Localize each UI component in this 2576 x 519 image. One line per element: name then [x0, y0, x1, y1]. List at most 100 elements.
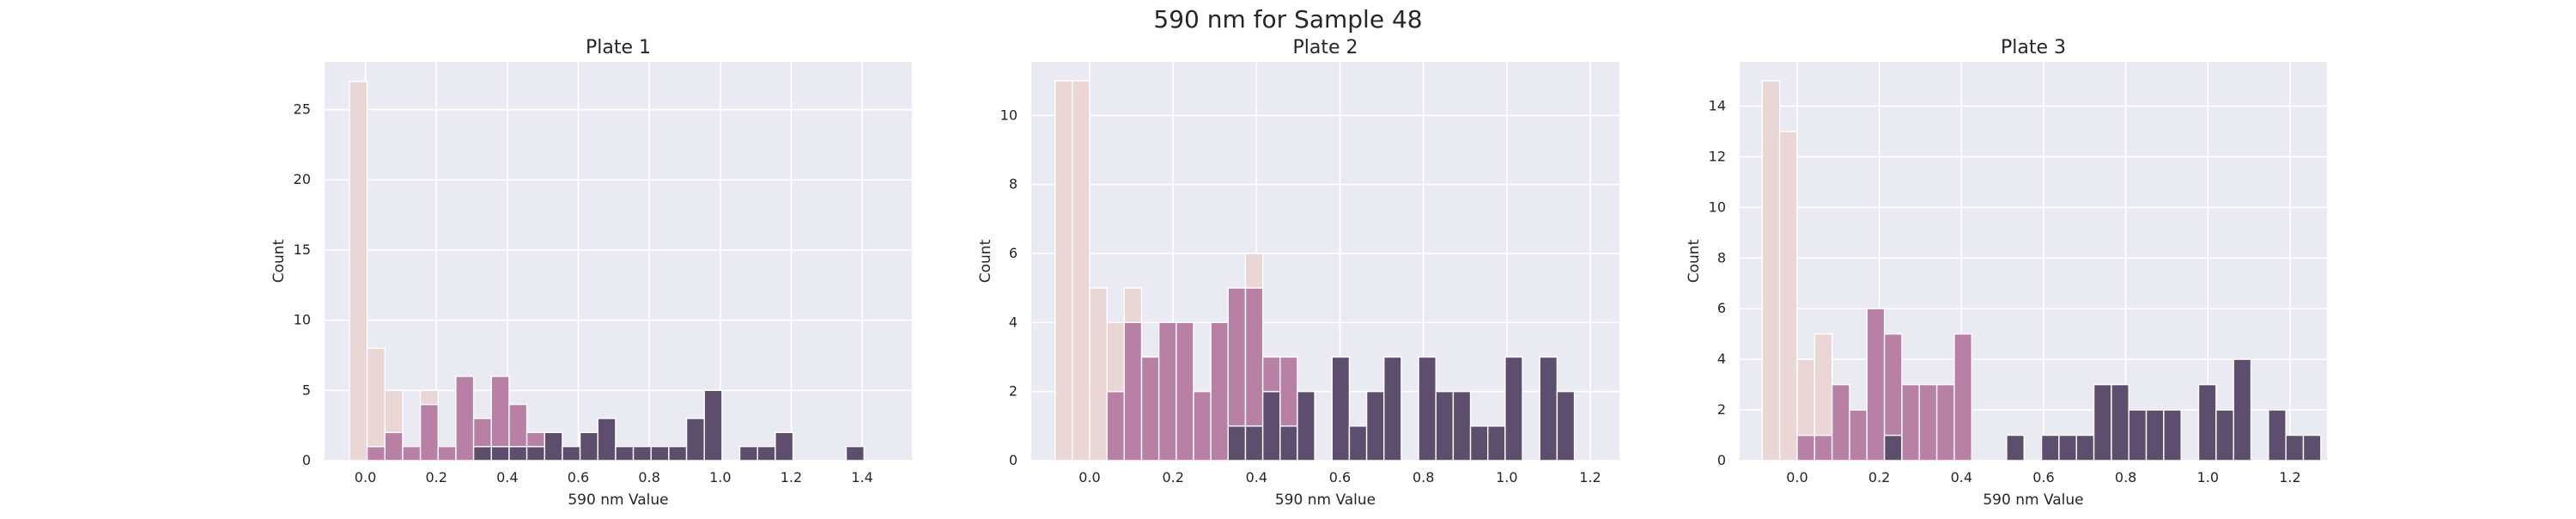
plate-3-bar: [2093, 383, 2112, 461]
plate-3-bar: [2302, 434, 2322, 461]
plate-3-bar: [1761, 80, 1781, 461]
plate-1-xtick-label: 0.2: [425, 469, 447, 485]
plate-3-bar: [2197, 383, 2217, 461]
plate-1-bar: [472, 418, 492, 448]
plate-3-xtick-label: 0.0: [1786, 469, 1807, 485]
plate-3-bar: [2268, 409, 2287, 461]
plate-1-ytick-label: 25: [294, 101, 311, 118]
plate-3-bar: [1953, 333, 1972, 461]
plate-3-ytick-label: 8: [1717, 249, 1726, 266]
plate-2-bar: [1556, 390, 1576, 461]
plate-1-bar: [490, 445, 510, 461]
plate-2-bar: [1297, 390, 1315, 461]
plate-1-bar: [366, 347, 386, 448]
plate-1-xtick-label: 1.4: [851, 469, 872, 485]
plate-1-bar: [384, 431, 404, 461]
plate-1-bar: [455, 376, 475, 461]
plate-3-bar: [2128, 409, 2148, 461]
plate-3-xtick-label: 1.2: [2279, 469, 2300, 485]
plate-1-ytick-label: 0: [302, 452, 311, 468]
plate-1-xtick-label: 1.0: [709, 469, 731, 485]
plate-1-bar: [490, 376, 510, 448]
plate-3-ylabel: Count: [1686, 239, 1703, 283]
plate-3-bar: [1935, 383, 1955, 461]
plate-2-bar: [1469, 425, 1489, 461]
plate-3-bar: [2285, 434, 2305, 461]
plate-2-ytick-label: 10: [1000, 107, 1018, 123]
plate-3-xlabel: 590 nm Value: [1983, 492, 2083, 509]
plate-2-xlabel: 590 nm Value: [1275, 492, 1376, 509]
plate-1-bars: [349, 81, 865, 461]
plate-1-ytick-label: 5: [302, 382, 311, 398]
plate-1-xtick-label: 0.4: [496, 469, 518, 485]
plate-2-bar: [1487, 425, 1506, 461]
plate-1-xtick-label: 0.0: [355, 469, 376, 485]
plate-1-bar: [402, 445, 422, 461]
plate-2-xtick-label: 0.2: [1162, 469, 1183, 485]
plate-2-xtick-label: 0.6: [1329, 469, 1351, 485]
plate-2-bar: [1365, 390, 1385, 461]
plate-2-bar: [1123, 321, 1143, 461]
plate-2-ytick-label: 4: [1009, 314, 1018, 330]
plate-1-bar: [703, 389, 723, 461]
plate-2-bar: [1106, 390, 1126, 461]
plate-2-xtick-label: 1.2: [1579, 469, 1601, 485]
plate-1-title: Plate 1: [586, 37, 651, 58]
plate-3-bar: [2111, 383, 2129, 461]
plate-1-bar: [615, 445, 635, 461]
plate-1-bar: [526, 431, 545, 448]
plate-2-bar: [1418, 356, 1437, 461]
plate-3-bar: [2215, 409, 2234, 461]
plate-2-bar: [1331, 356, 1351, 461]
plate-1-bar: [544, 431, 563, 461]
plate-2-ytick-label: 0: [1009, 452, 1018, 468]
plate-2-bar: [1279, 425, 1298, 461]
plate-2-xtick-label: 0.0: [1078, 469, 1100, 485]
plate-1-ytick-label: 15: [294, 241, 311, 258]
plate-1-xlabel: 590 nm Value: [568, 492, 668, 509]
plate-2-axes: 0.0 0.2 0.4 0.6 0.8 1.0 1.2 0 2 4 6 8 10 Plate 2 590 n…: [977, 37, 1619, 509]
plate-1-bar: [526, 445, 545, 461]
plate-3-bar: [1796, 358, 1815, 437]
plate-3-xtick-label: 0.8: [2115, 469, 2136, 485]
plate-1-ytick-label: 20: [294, 171, 311, 187]
plate-3-bar: [2040, 434, 2060, 461]
plate-1-ytick-label: 10: [294, 312, 311, 328]
plate-3-ytick-label: 4: [1717, 351, 1726, 367]
plate-2-ytick-label: 6: [1009, 245, 1018, 261]
plate-3-bar: [2163, 409, 2182, 461]
plate-2-bar: [1279, 356, 1298, 427]
plate-2-bar: [1106, 321, 1126, 393]
plate-1-xtick-label: 0.6: [568, 469, 589, 485]
figure-suptitle: 590 nm for Sample 48: [1153, 5, 1422, 34]
plate-1-bar: [384, 389, 404, 434]
plate-1-xtick-label: 1.2: [781, 469, 802, 485]
plate-1-bar: [508, 403, 528, 448]
plate-2-bar: [1261, 356, 1281, 393]
plate-1-bar: [472, 445, 492, 461]
plate-2-bar: [1140, 356, 1160, 461]
plate-1-bar: [508, 445, 528, 461]
plate-3-bar: [1831, 383, 1850, 461]
plate-1-bar: [419, 389, 439, 406]
plate-1-plot-area: [325, 62, 912, 461]
plate-2-bar: [1054, 80, 1073, 461]
plate-3-bar: [1778, 131, 1798, 461]
plate-3-bar: [2075, 434, 2095, 461]
plate-1-bar: [349, 81, 368, 461]
plate-2-ylabel: Count: [977, 239, 994, 283]
plate-3-ytick-label: 12: [1709, 148, 1726, 164]
plate-1-xtick-label: 0.8: [638, 469, 659, 485]
plate-2-ytick-label: 8: [1009, 176, 1018, 192]
plate-3-bar: [1814, 333, 1833, 437]
plate-1-bar: [738, 445, 758, 461]
plate-2-bar: [1089, 287, 1108, 461]
plate-2-xtick-label: 0.8: [1413, 469, 1434, 485]
plate-3-ytick-label: 0: [1717, 452, 1726, 468]
plate-2-bar: [1244, 253, 1264, 289]
plate-3-bar: [2145, 409, 2165, 461]
plate-3-bar: [2058, 434, 2077, 461]
plate-1-bar: [437, 445, 457, 461]
